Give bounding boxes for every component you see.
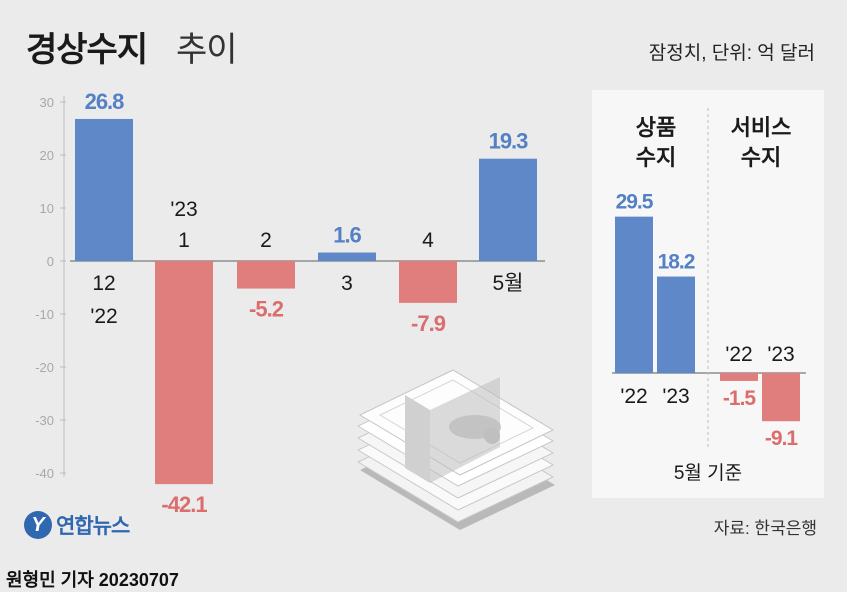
inset-group-label: 수지 [741, 145, 781, 170]
y-tick-label: 20 [40, 148, 54, 163]
y-tick-label: -20 [35, 360, 54, 375]
x-category-label: 12 [92, 272, 115, 295]
inset-group-label: 서비스 [731, 115, 792, 140]
bar-value-label: 19.3 [489, 129, 529, 154]
source-note: 자료: 한국은행 [713, 519, 817, 538]
bar [237, 261, 295, 289]
inset-bar [720, 373, 758, 381]
bar-value-label: 1.6 [333, 223, 361, 248]
inset-year-label: '23 [767, 343, 794, 366]
x-category-label: 1 [178, 229, 190, 252]
chart-title-suffix: 추이 [176, 31, 238, 69]
inset-bar [657, 276, 695, 373]
money-bundle-icon [356, 369, 555, 530]
inset-value-label: -9.1 [765, 427, 799, 450]
inset-year-label: '22 [620, 385, 647, 408]
bar [75, 118, 133, 262]
publisher-logo: Y 연합뉴스 [24, 508, 130, 542]
inset-bar [615, 216, 653, 373]
y-tick-label: -30 [35, 413, 54, 428]
y-tick-label: 0 [47, 254, 54, 269]
bar-value-label: -7.9 [411, 311, 446, 336]
inset-bar [762, 373, 800, 422]
x-category-label: 2 [260, 229, 272, 252]
yonhap-logo-icon: Y [24, 511, 52, 539]
inset-group-label: 상품 [636, 115, 676, 140]
x-category-label: 5월 [493, 272, 524, 295]
bar-value-label: -42.1 [161, 492, 207, 517]
inset-group-label: 수지 [636, 145, 676, 170]
chart-title: 경상수지 [26, 31, 148, 69]
bar [318, 252, 376, 261]
credit-line: 원형민 기자 20230707 [6, 570, 179, 590]
inset-value-label: 18.2 [658, 251, 695, 274]
bar [479, 158, 537, 261]
x-year-label: '23 [170, 198, 197, 221]
bar [155, 261, 213, 485]
y-tick-label: 10 [40, 201, 54, 216]
x-year-label: '22 [90, 305, 117, 328]
x-category-label: 3 [341, 272, 353, 295]
y-tick-label: -40 [35, 466, 54, 481]
inset-year-label: '22 [725, 343, 752, 366]
unit-note: 잠정치, 단위: 억 달러 [648, 43, 815, 64]
inset-value-label: 29.5 [616, 191, 654, 214]
logo-text: 연합뉴스 [56, 515, 130, 538]
bar [399, 261, 457, 303]
inset-year-label: '23 [662, 385, 689, 408]
inset-value-label: -1.5 [723, 387, 757, 410]
inset-title: 5월 기준 [674, 462, 742, 484]
bar-value-label: -5.2 [249, 297, 284, 322]
y-tick-label: 30 [40, 95, 54, 110]
y-tick-label: -10 [35, 307, 54, 322]
x-category-label: 4 [422, 229, 434, 252]
chart-canvas: 30 20 10 0 -10 -20 -30 -40 26.8 12 '22 -42.1 1 '23 -5.… [35, 89, 824, 530]
bar-value-label: 26.8 [85, 89, 125, 114]
